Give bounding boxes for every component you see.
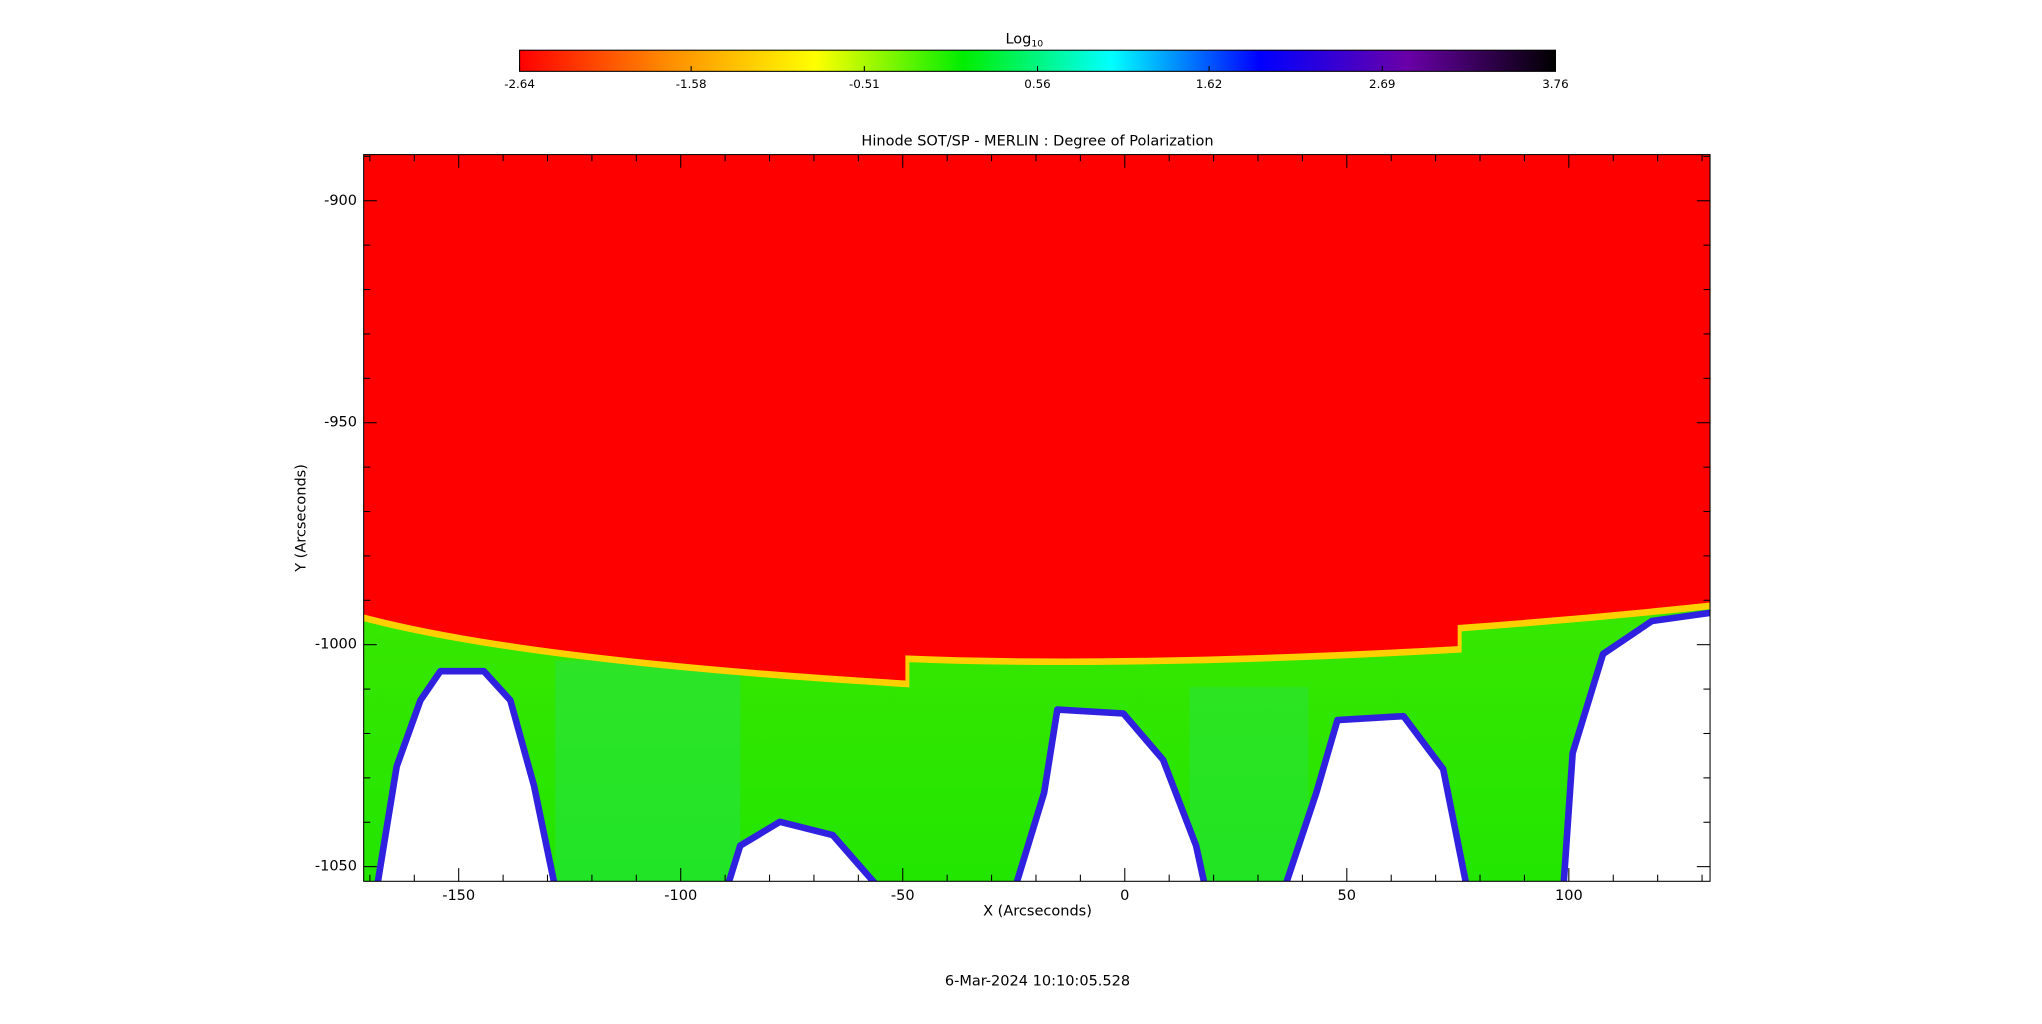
colorbar-tick-label: -0.51 bbox=[849, 77, 880, 91]
image-shade bbox=[1189, 687, 1309, 882]
x-tick-label: 100 bbox=[1555, 888, 1583, 904]
y-tick-label: -900 bbox=[324, 193, 357, 209]
colorbar-tick-label: -2.64 bbox=[504, 77, 535, 91]
void bbox=[725, 818, 878, 882]
chart-title: Hinode SOT/SP - MERLIN : Degree of Polar… bbox=[861, 133, 1213, 149]
colorbar-tick-label: 2.69 bbox=[1369, 77, 1395, 91]
void bbox=[1283, 712, 1469, 882]
image-shade bbox=[555, 660, 741, 882]
x-axis-label: X (Arcseconds) bbox=[983, 904, 1092, 920]
colorbar-label: Log10 bbox=[1005, 32, 1043, 49]
image bbox=[363, 154, 1711, 882]
y-tick-label: -1050 bbox=[315, 859, 357, 875]
footer: 6-Mar-2024 10:10:05.528 bbox=[945, 974, 1130, 990]
y-axis-label: Y (Arcseconds) bbox=[294, 464, 310, 573]
void bbox=[1560, 609, 1711, 882]
void bbox=[374, 667, 558, 882]
plot-frame bbox=[363, 154, 1711, 882]
x-tick-label: -100 bbox=[664, 888, 697, 904]
colorbar-label-sub: 10 bbox=[1031, 38, 1043, 49]
y-tick-label: -950 bbox=[324, 415, 357, 431]
colorbar-tick-label: 0.56 bbox=[1024, 77, 1050, 91]
y-tick-label: -1000 bbox=[315, 637, 357, 653]
image-red bbox=[363, 154, 1711, 681]
colorbar-tick-label: -1.58 bbox=[676, 77, 707, 91]
colorbar-label-text: Log bbox=[1005, 32, 1031, 48]
x-tick-label: -150 bbox=[442, 888, 475, 904]
x-tick-label: 0 bbox=[1120, 888, 1129, 904]
colorbar-tick-label: 1.62 bbox=[1196, 77, 1222, 91]
image-edge bbox=[363, 601, 1711, 688]
x-tick-label: -50 bbox=[891, 888, 915, 904]
x-tick-label: 50 bbox=[1338, 888, 1356, 904]
colorbar-tick-label: 3.76 bbox=[1542, 77, 1568, 91]
